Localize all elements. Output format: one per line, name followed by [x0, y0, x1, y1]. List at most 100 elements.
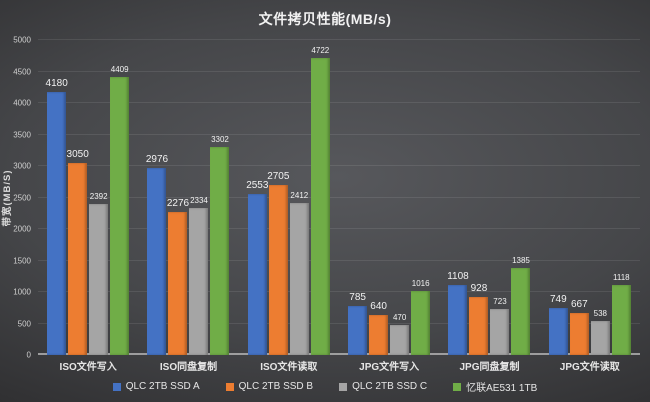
plot-area: 4180 3050 2392 4409 2976 2276 2334 3302 2553 2705…: [38, 39, 640, 355]
bar: 2976: [146, 154, 168, 355]
x-axis-label: JPG文件写入: [359, 362, 420, 373]
bar: 667: [569, 299, 589, 355]
gridline: [38, 322, 640, 324]
y-tick-label: 5000: [13, 35, 31, 45]
bar-group: 4180 3050 2392 4409: [38, 40, 138, 355]
legend-swatch: [112, 382, 121, 391]
legend-item: 忆联AE531 1TB: [453, 379, 537, 394]
legend-label: QLC 2TB SSD C: [352, 381, 428, 392]
bar: 723: [490, 297, 510, 355]
bar-group: 2553 2705 2412 4722: [239, 40, 339, 355]
bar-value-label: 1108: [447, 271, 469, 283]
bar-value-label: 723: [493, 297, 507, 307]
bar: 1016: [411, 279, 431, 355]
bar-value-label: 4722: [311, 45, 330, 55]
bar: 470: [390, 313, 410, 355]
bar-value-label: 3050: [66, 148, 89, 160]
x-axis-labels: ISO文件写入 ISO同盘复制 ISO文件读取 JPG文件写入 JPG同盘复制 JPG文件…: [38, 358, 640, 373]
x-axis-label: ISO文件读取: [260, 362, 318, 373]
bar-value-label: 785: [349, 291, 366, 303]
y-tick-label: 4000: [13, 98, 31, 108]
legend: QLC 2TB SSD A QLC 2TB SSD B QLC 2TB SSD C 忆…: [0, 379, 650, 394]
legend-swatch: [339, 382, 348, 391]
bar: 4722: [310, 46, 330, 355]
x-axis-label: ISO同盘复制: [159, 362, 218, 373]
chart-title: 文件拷贝性能(MB/s): [258, 11, 392, 27]
bar: 2334: [189, 196, 209, 355]
bar: 785: [348, 292, 368, 355]
bar-group: 2976 2276 2334 3302: [138, 40, 238, 355]
x-axis-line: [38, 353, 640, 355]
bar: 2705: [267, 171, 289, 355]
bar-groups: 4180 3050 2392 4409 2976 2276 2334 3302 2553 2705…: [38, 40, 640, 355]
bar-value-label: 1016: [411, 279, 430, 288]
legend-swatch: [453, 382, 462, 391]
bar-value-label: 2334: [190, 195, 208, 205]
y-tick-label: 500: [17, 319, 31, 328]
legend-item: QLC 2TB SSD A: [112, 381, 200, 392]
bar-value-label: 2553: [246, 180, 269, 192]
y-tick-label: 2000: [13, 224, 31, 234]
y-tick-label: 4500: [13, 67, 31, 76]
bar: 1118: [611, 273, 631, 355]
bar-group: 785 640 470 1016: [339, 40, 439, 355]
bar-value-label: 1118: [612, 272, 630, 282]
bar: 3302: [210, 135, 230, 355]
bar-value-label: 538: [593, 309, 607, 319]
gridline: [38, 291, 640, 292]
bar: 2276: [167, 198, 189, 355]
legend-label: 忆联AE531 1TB: [466, 383, 538, 394]
bar-value-label: 2276: [166, 197, 190, 209]
x-axis-label: ISO文件写入: [59, 362, 117, 373]
y-tick-label: 0: [26, 350, 31, 360]
bar-group: 749 667 538 1118: [540, 40, 640, 355]
bar-value-label: 2976: [145, 153, 169, 165]
legend-item: QLC 2TB SSD C: [339, 381, 427, 392]
x-axis-label: JPG文件读取: [559, 362, 620, 373]
bar-value-label: 2392: [89, 192, 108, 202]
y-tick-label: 3500: [13, 130, 31, 139]
bar-value-label: 470: [392, 313, 407, 323]
bar-value-label: 2705: [267, 170, 290, 182]
gridline: [38, 70, 640, 72]
bar-value-label: 2412: [290, 191, 309, 201]
bar-value-label: 4180: [45, 77, 68, 89]
bar: 4180: [46, 78, 68, 355]
bar: 928: [469, 283, 489, 355]
gridline: [38, 259, 640, 261]
legend-swatch: [225, 382, 234, 391]
x-axis-label: JPG同盘复制: [459, 362, 520, 373]
bar: 538: [590, 309, 610, 355]
bar-value-label: 1385: [512, 255, 530, 265]
y-axis-ticks: 0 500 1000 1500 2000 2500 3000 3500 4000 4500 5000: [0, 36, 33, 360]
legend-item: QLC 2TB SSD B: [225, 381, 314, 392]
bar-value-label: 640: [370, 300, 387, 312]
bar-value-label: 4409: [110, 65, 129, 75]
gridline: [38, 165, 640, 166]
bar: 4409: [110, 65, 130, 355]
y-tick-label: 1000: [13, 287, 31, 297]
bar: 2412: [289, 191, 309, 355]
bar: 2553: [246, 180, 268, 355]
bar: 1108: [447, 271, 469, 355]
bar: 3050: [67, 149, 89, 355]
gridline: [38, 39, 640, 40]
bar-value-label: 749: [549, 293, 567, 305]
y-tick-label: 3000: [13, 161, 31, 171]
y-tick-label: 2500: [13, 193, 31, 202]
y-tick-label: 1500: [13, 256, 31, 265]
bar: 1385: [511, 256, 531, 355]
bar-group: 1108 928 723 1385: [439, 40, 539, 355]
gridline: [38, 228, 640, 229]
gridline: [38, 102, 640, 103]
bar-value-label: 928: [470, 282, 488, 294]
legend-label: QLC 2TB SSD B: [238, 381, 314, 392]
legend-label: QLC 2TB SSD A: [125, 381, 200, 392]
bar: 2392: [89, 192, 109, 355]
gridline: [38, 133, 640, 135]
gridline: [38, 196, 640, 198]
bar: 749: [548, 294, 568, 355]
bar: 640: [369, 301, 389, 355]
bar-value-label: 667: [570, 298, 588, 310]
